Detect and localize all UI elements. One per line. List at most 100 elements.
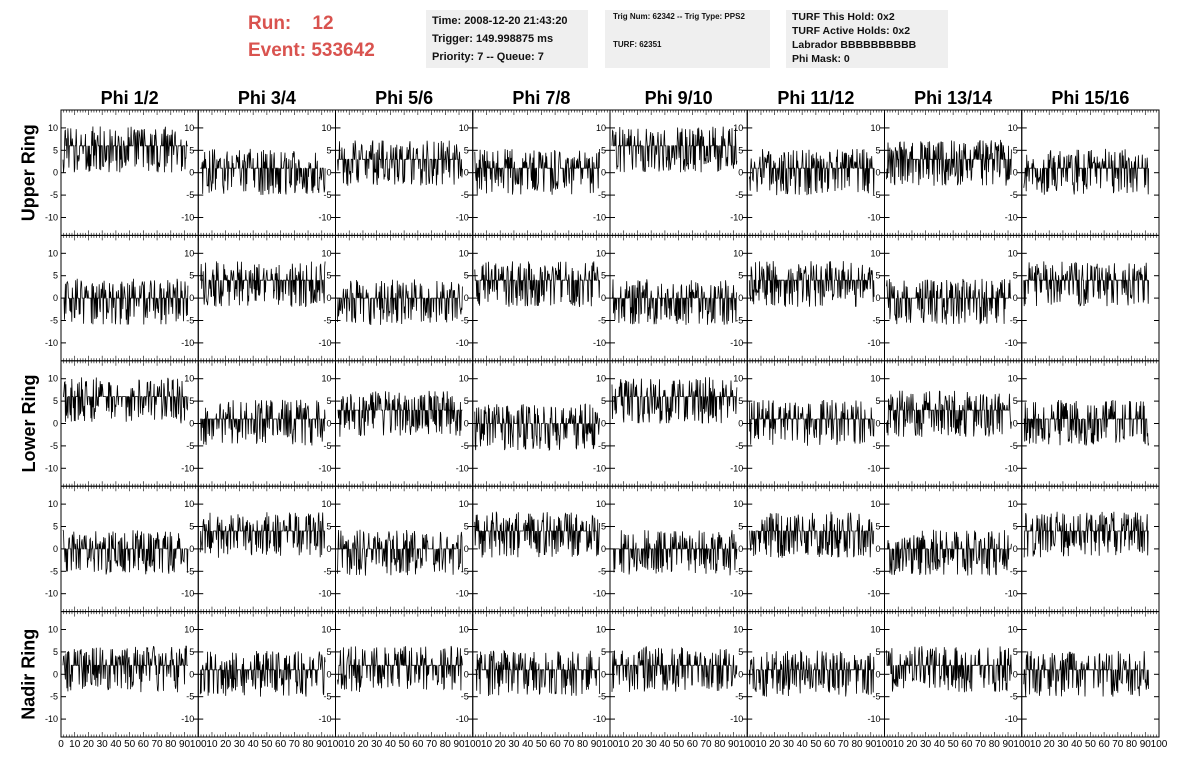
turf-active-line: TURF Active Holds: 0x2 (792, 25, 911, 37)
x-tick-label: 100 (739, 739, 756, 750)
x-tick-label: 90 (1140, 739, 1152, 750)
turf-count-line: TURF: 62351 (613, 40, 662, 49)
row-label: Upper Ring (19, 124, 39, 221)
run-value: 12 (312, 13, 334, 34)
x-tick-label: 100 (464, 739, 481, 750)
y-tick-label: -10 (318, 463, 331, 473)
y-tick-label: -10 (1005, 463, 1018, 473)
x-tick-label: 10 (206, 739, 218, 750)
y-tick-label: -5 (735, 692, 743, 702)
waveform-trace (337, 645, 463, 693)
y-tick-label: -10 (730, 212, 743, 222)
y-tick-label: -10 (1005, 589, 1018, 599)
y-tick-label: -5 (872, 441, 880, 451)
y-tick-label: 0 (326, 293, 331, 303)
x-tick-label: 30 (646, 739, 658, 750)
y-tick-label: 5 (326, 522, 331, 532)
y-tick-label: 10 (184, 499, 194, 509)
x-tick-label: 70 (838, 739, 850, 750)
panel-frame (472, 234, 611, 362)
y-tick-label: 10 (1008, 248, 1018, 258)
x-tick-label: 40 (385, 739, 397, 750)
y-tick-label: 5 (601, 522, 606, 532)
y-tick-label: 0 (189, 419, 194, 429)
x-tick-label: 50 (124, 739, 136, 750)
y-tick-label: 0 (464, 168, 469, 178)
y-tick-label: -5 (461, 692, 469, 702)
y-tick-label: -10 (593, 212, 606, 222)
x-tick-label: 60 (961, 739, 973, 750)
x-tick-label: 70 (701, 739, 713, 750)
y-tick-label: 5 (464, 522, 469, 532)
x-tick-label: 80 (851, 739, 863, 750)
y-tick-label: 0 (464, 419, 469, 429)
y-tick-label: -10 (456, 714, 469, 724)
x-tick-label: 80 (714, 739, 726, 750)
x-tick-label: 50 (810, 739, 822, 750)
x-tick-label: 100 (1151, 739, 1168, 750)
x-tick-label: 50 (399, 739, 411, 750)
y-tick-label: 0 (464, 669, 469, 679)
x-tick-label: 60 (687, 739, 699, 750)
panel-frame (1021, 485, 1160, 613)
y-tick-label: 5 (189, 647, 194, 657)
x-tick-label: 90 (865, 739, 877, 750)
y-tick-label: 5 (1013, 271, 1018, 281)
y-tick-label: 5 (875, 145, 880, 155)
y-tick-label: -10 (45, 463, 58, 473)
x-tick-label: 50 (536, 739, 548, 750)
y-tick-label: -5 (323, 692, 331, 702)
y-tick-label: -5 (186, 315, 194, 325)
y-tick-label: 10 (733, 374, 743, 384)
x-tick-label: 90 (591, 739, 603, 750)
y-tick-label: 0 (875, 419, 880, 429)
y-tick-label: 10 (596, 374, 606, 384)
y-tick-label: 0 (326, 669, 331, 679)
y-tick-label: -10 (593, 463, 606, 473)
run-line: Run: 12 (248, 10, 418, 37)
y-tick-label: 0 (601, 544, 606, 554)
y-tick-label: 5 (875, 647, 880, 657)
y-tick-label: 0 (53, 419, 58, 429)
y-tick-label: -10 (456, 463, 469, 473)
waveform-trace (748, 261, 875, 307)
y-tick-label: 10 (184, 248, 194, 258)
y-tick-label: -5 (872, 566, 880, 576)
waveform-trace (886, 646, 1012, 693)
x-tick-label: 40 (659, 739, 671, 750)
x-tick-label: 30 (371, 739, 383, 750)
y-tick-label: 5 (875, 396, 880, 406)
y-tick-label: 5 (464, 271, 469, 281)
y-tick-label: 5 (738, 522, 743, 532)
x-tick-label: 70 (975, 739, 987, 750)
y-tick-label: 0 (1013, 669, 1018, 679)
y-tick-label: -5 (323, 441, 331, 451)
x-tick-label: 30 (783, 739, 795, 750)
y-tick-label: -10 (45, 338, 58, 348)
waveform-trace (200, 148, 326, 195)
y-tick-label: 10 (48, 625, 58, 635)
y-tick-label: 5 (326, 647, 331, 657)
y-tick-label: 10 (184, 374, 194, 384)
y-tick-label: -5 (598, 441, 606, 451)
y-tick-label: 5 (601, 647, 606, 657)
y-tick-label: 5 (53, 396, 58, 406)
waveform-trace (612, 530, 738, 576)
x-tick-label: 90 (728, 739, 740, 750)
x-tick-label: 100 (1013, 739, 1030, 750)
y-tick-label: -5 (735, 441, 743, 451)
time-line: Time: 2008-12-20 21:43:20 (432, 15, 568, 27)
x-tick-label: 60 (550, 739, 562, 750)
y-tick-label: 0 (326, 544, 331, 554)
y-tick-label: -5 (1010, 692, 1018, 702)
y-tick-label: -10 (45, 589, 58, 599)
y-tick-label: 0 (875, 168, 880, 178)
waveform-trace (337, 279, 463, 326)
y-tick-label: -10 (730, 714, 743, 724)
x-tick-label: 50 (261, 739, 273, 750)
waveform-trace (748, 650, 875, 697)
trig-num-line: Trig Num: 62342 -- Trig Type: PPS2 (613, 12, 745, 21)
y-tick-label: -10 (318, 338, 331, 348)
x-tick-label: 60 (275, 739, 287, 750)
y-tick-label: 0 (189, 669, 194, 679)
